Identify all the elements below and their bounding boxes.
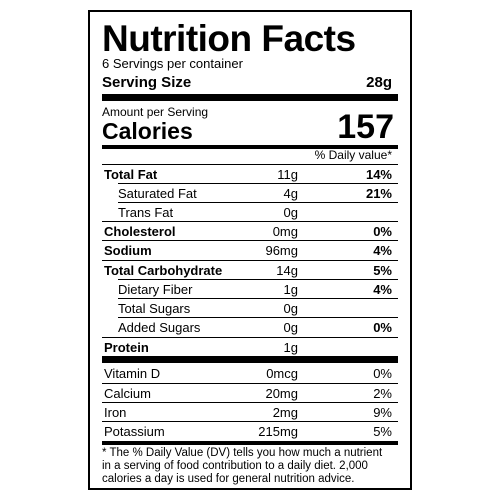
dv: 5%: [373, 263, 392, 278]
amount: 0g: [283, 320, 298, 335]
vitamin-row: Calcium 20mg 2%: [102, 383, 398, 403]
nutrient-row: Total Fat 11g 14%: [102, 164, 398, 184]
nutrient-row: Dietary Fiber 1g 4%: [118, 279, 398, 299]
amount: 20mg: [265, 386, 298, 401]
serving-size: 28g: [366, 74, 392, 91]
nutrient-row: Sodium 96mg 4%: [102, 240, 398, 260]
name: Dietary Fiber: [118, 282, 193, 297]
vitamin-row: Iron 2mg 9%: [102, 402, 398, 422]
dv: 0%: [373, 320, 392, 335]
amount: 11g: [277, 167, 298, 182]
amount: 0mcg: [266, 366, 298, 381]
dv: 21%: [365, 186, 392, 201]
calories-caption: Amount per Serving: [102, 105, 209, 119]
nutrient-row: Saturated Fat 4g 21%: [118, 183, 398, 203]
footnote-line: * The % Daily Value (DV) tells you how m…: [102, 447, 383, 459]
calories-value: 157: [337, 108, 394, 146]
thick-rule: [102, 94, 398, 101]
medium-rule: [102, 441, 398, 445]
thick-rule: [102, 356, 398, 363]
name: Protein: [104, 340, 149, 355]
name: Iron: [104, 405, 127, 420]
amount: 1g: [283, 340, 298, 355]
nutrient-row: Total Carbohydrate 14g 5%: [102, 260, 398, 280]
title: Nutrition Facts: [102, 18, 356, 59]
name: Saturated Fat: [118, 186, 197, 201]
nutrient-row: Trans Fat 0g: [118, 202, 398, 222]
amount: 0g: [283, 205, 298, 220]
vitamin-row: Potassium 215mg 5%: [102, 421, 398, 441]
amount: 0mg: [272, 224, 298, 239]
dv: 9%: [373, 405, 392, 420]
dv: 4%: [373, 243, 392, 258]
name: Cholesterol: [104, 224, 176, 239]
amount: 1g: [283, 282, 298, 297]
amount: 14g: [276, 263, 298, 278]
footnote-line: calories a day is used for general nutri…: [102, 473, 355, 485]
name: Total Sugars: [118, 301, 191, 316]
dv: 0%: [373, 224, 392, 239]
name: Vitamin D: [104, 366, 161, 381]
amount: 4g: [283, 186, 298, 201]
nutrient-row: Cholesterol 0mg 0%: [102, 221, 398, 241]
amount: 2mg: [272, 405, 298, 420]
calories-label: Calories: [102, 118, 193, 144]
name: Sodium: [104, 243, 152, 258]
vitamin-row: Vitamin D 0mcg 0%: [102, 364, 398, 383]
servings: 6 Servings per container: [102, 56, 243, 71]
amount: 215mg: [258, 424, 298, 439]
amount: 96mg: [265, 243, 298, 258]
name: Potassium: [104, 424, 165, 439]
dv: 14%: [365, 167, 392, 182]
name: Total Fat: [104, 167, 158, 182]
dv: 4%: [373, 282, 392, 297]
name: Calcium: [104, 386, 151, 401]
nutrient-row: Added Sugars 0g 0%: [118, 317, 398, 337]
nutrient-row: Protein 1g: [102, 337, 398, 357]
name: Total Carbohydrate: [104, 263, 223, 278]
name: Trans Fat: [118, 205, 174, 220]
dv: 2%: [373, 386, 392, 401]
nutrient-row: Total Sugars 0g: [118, 298, 398, 318]
dv: 5%: [373, 424, 392, 439]
medium-rule: [102, 145, 398, 149]
label: Nutrition Facts 6 Servings per container…: [88, 10, 412, 490]
name: Added Sugars: [118, 320, 201, 335]
serving-size-label: Serving Size: [102, 74, 192, 91]
footnote-line: in a serving of food contribution to a d…: [102, 460, 368, 472]
dv: 0%: [373, 366, 392, 381]
amount: 0g: [283, 301, 298, 316]
dv-header: % Daily value*: [314, 148, 392, 162]
